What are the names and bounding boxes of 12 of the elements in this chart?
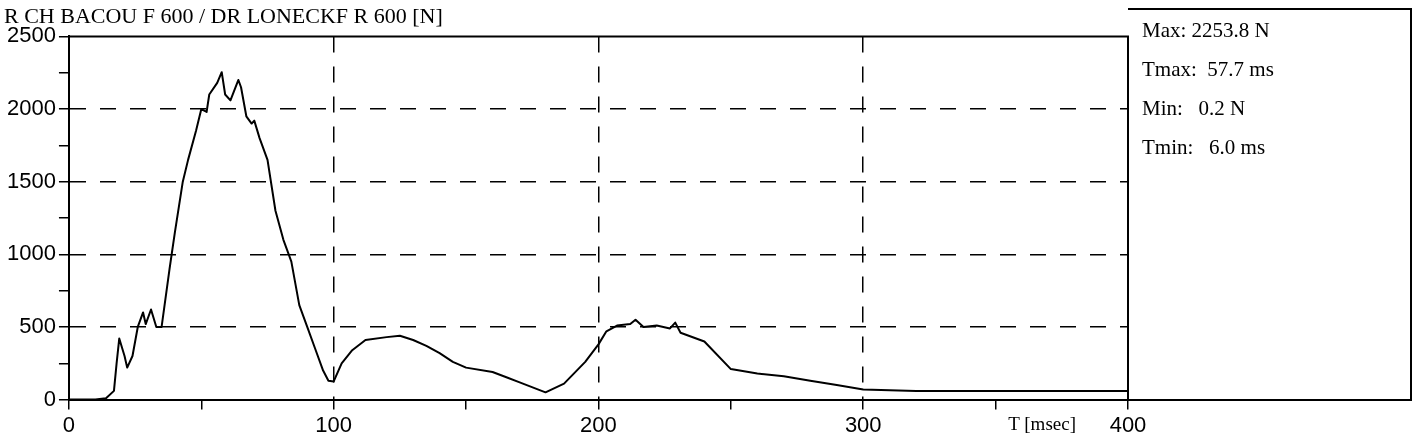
y-tick-label: 0 <box>43 385 56 411</box>
y-tick-label: 500 <box>19 313 56 339</box>
info-panel: Max: 2253.8 N Tmax: 57.7 ms Min: 0.2 N Tmin: 6.0 ms <box>1128 8 1412 401</box>
y-tick-label: 1500 <box>6 167 56 193</box>
x-tick-label: 100 <box>315 411 353 437</box>
x-tick-label: 400 <box>1109 411 1147 437</box>
x-tick-label: 0 <box>62 411 76 437</box>
y-tick-label: 2000 <box>6 95 56 121</box>
x-tick-label: 200 <box>580 411 617 437</box>
y-tick-label: 1000 <box>6 240 56 266</box>
x-tick-label: 300 <box>844 411 882 437</box>
x-axis-title: T [msec] <box>1008 413 1076 435</box>
